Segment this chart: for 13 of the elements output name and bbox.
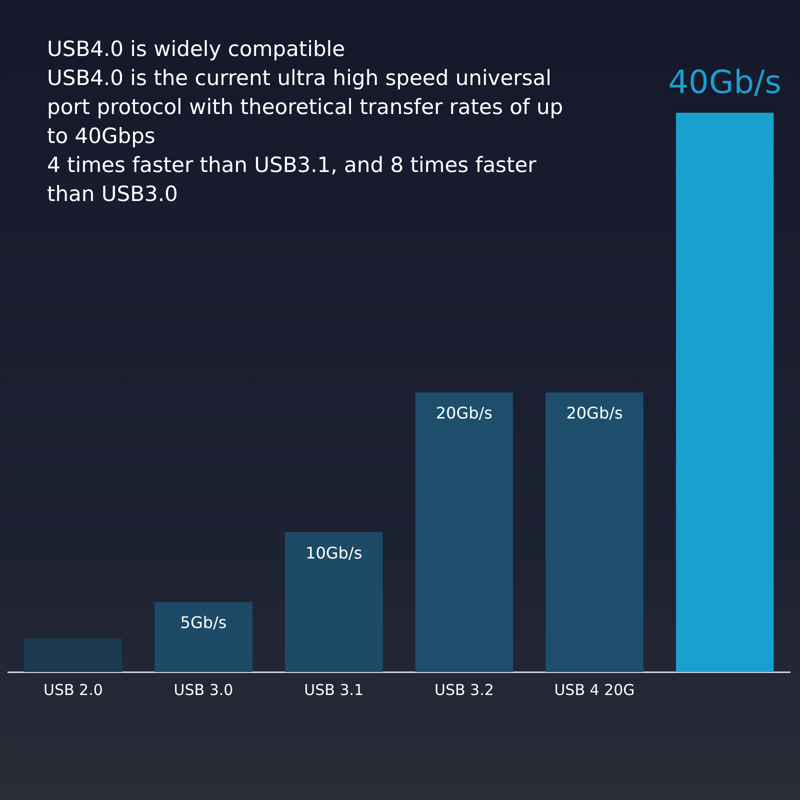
data-label: 40Gb/s [668,63,782,102]
annotation: USB4.0 is the current ultra high speed universal port protocol with theoretical transfer rates of up to 40Gbps [47,65,564,150]
x-tick-label: USB 3.2 [434,680,494,699]
data-label: 20Gb/s [566,404,623,423]
x-tick-label: USB 3.0 [174,680,234,699]
data-label: 10Gb/s [306,543,362,562]
x-tick-label: USB 4 20G [554,680,635,699]
chart-title: USB4.0 is widely compatible [47,36,346,63]
data-label: 20Gb/s [436,404,492,423]
x-tick-label: USB 3.1 [304,680,364,699]
annotation: 4 times faster than USB3.1, and 8 times faster than USB3.0 [47,152,538,208]
data-label: 5Gb/s [180,613,227,632]
x-tick-label: USB 2.0 [43,680,103,699]
